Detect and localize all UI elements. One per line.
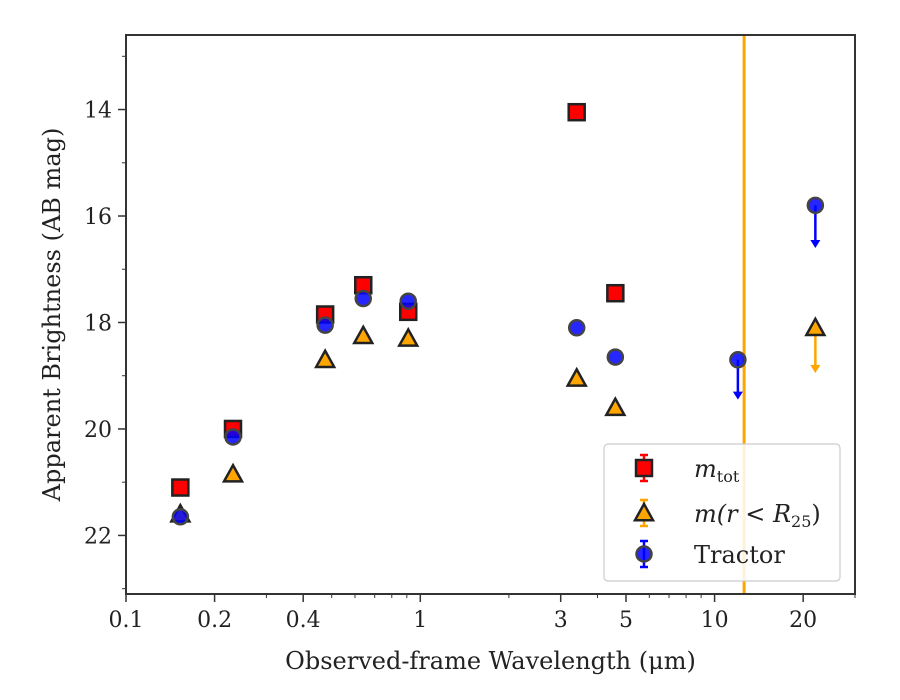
y-tick-label-4: 22	[84, 524, 112, 549]
series-2-point-6	[606, 348, 625, 366]
series-2-point-0	[171, 508, 190, 526]
legend-marker-0	[634, 453, 654, 483]
y-tick-label-1: 16	[84, 205, 112, 230]
legend-m-tot-sub: tot	[717, 467, 740, 486]
legend-marker-1	[632, 498, 656, 528]
legend-marker-2	[635, 539, 653, 569]
x-tick-label-6: 10	[701, 608, 729, 633]
legend-box	[603, 443, 841, 582]
series-1-point-3	[352, 324, 375, 345]
x-tick-label-1: 0.2	[197, 608, 232, 633]
y-tick-label-3: 20	[84, 418, 112, 443]
series-1-point-1	[221, 462, 245, 483]
legend-symbol-1	[632, 501, 656, 522]
legend-symbol-2	[635, 545, 653, 563]
series-2	[171, 196, 825, 526]
series-2-point-4	[399, 292, 417, 310]
series-1-upper-limit-0-head	[810, 365, 821, 374]
series-0-point-5	[567, 102, 586, 122]
legend: mtot m(r < R25) Tractor	[603, 443, 841, 582]
series-2-point-2	[316, 316, 334, 334]
legend-entry-tractor: Tractor	[694, 541, 785, 569]
x-tick-label-5: 5	[619, 608, 633, 633]
series-1-point-6	[604, 396, 627, 417]
series-1-point-4	[397, 326, 420, 347]
series-2-point-5	[567, 319, 586, 337]
series-1-point-2	[314, 348, 337, 369]
legend-m-tot-base: m	[694, 455, 717, 483]
series-1-point-7	[804, 316, 827, 337]
x-tick-label-0: 0.1	[109, 608, 144, 633]
legend-entry-m-tot: mtot	[694, 455, 740, 486]
series-0-point-0	[171, 478, 190, 497]
legend-m-r-prefix: m(r < R	[694, 500, 791, 528]
legend-entry-m-r25: m(r < R25)	[694, 500, 821, 531]
series-2-upper-limit-0-head	[732, 391, 743, 400]
series-1-point-5	[565, 366, 588, 387]
series-2-point-3	[354, 289, 373, 308]
x-tick-label-4: 3	[554, 608, 568, 633]
series-2-point-8	[806, 196, 825, 215]
x-tick-label-3: 1	[413, 608, 427, 633]
legend-m-r-suffix: )	[811, 500, 820, 528]
tick-layer: 0.1 0.2 0.4 1 3 5 10 20 14 16 18 20 22	[84, 55, 856, 633]
series-0-point-6	[606, 283, 625, 303]
series-2-upper-limit-1-head	[810, 239, 821, 248]
x-tick-label-7: 20	[789, 608, 817, 633]
data-layer	[169, 102, 827, 526]
x-tick-label-2: 0.4	[286, 608, 321, 633]
legend-symbol-0	[634, 458, 654, 478]
series-2-point-7	[729, 351, 747, 369]
legend-m-r-sub: 25	[791, 512, 811, 531]
y-axis-label: Apparent Brightness (AB mag)	[38, 128, 66, 503]
plot-frame	[125, 34, 856, 595]
y-tick-label-0: 14	[84, 99, 112, 124]
y-tick-label-2: 18	[84, 311, 112, 336]
x-axis-label: Observed-frame Wavelength (μm)	[285, 647, 696, 675]
series-2-point-1	[224, 428, 242, 446]
legend-markers	[632, 453, 656, 569]
